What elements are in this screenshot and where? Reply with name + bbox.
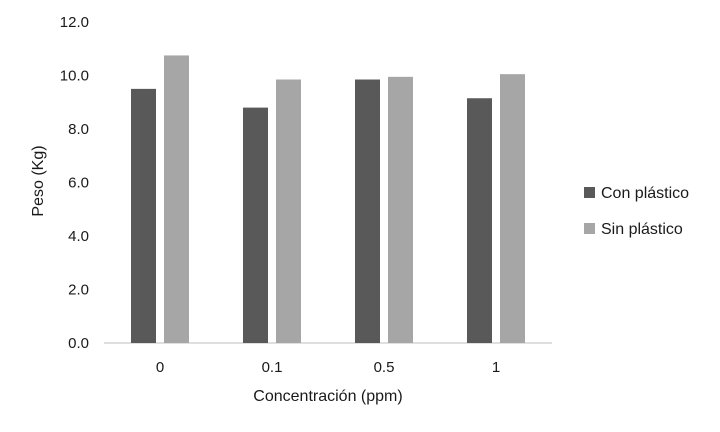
y-tick-label: 4.0 (68, 228, 89, 245)
x-axis-ticks: 0 0.1 0.5 1 (156, 359, 500, 376)
legend-swatch (584, 187, 595, 198)
bar-sin-plastico-2 (388, 76, 413, 344)
y-tick-label: 8.0 (68, 121, 89, 138)
bar-con-plastico-3 (467, 98, 492, 343)
bar-sin-plastico-1 (276, 79, 301, 343)
x-tick-label: 1 (492, 359, 500, 376)
x-tick-label: 0.1 (262, 359, 283, 376)
legend: Con plástico Sin plástico (584, 185, 689, 238)
y-tick-label: 12.0 (60, 14, 89, 31)
bar-sin-plastico-3 (500, 74, 525, 343)
bar-sin-plastico-0 (164, 55, 189, 343)
legend-swatch (584, 223, 595, 234)
bar-con-plastico-2 (355, 79, 380, 343)
x-tick-label: 0 (156, 359, 164, 376)
y-tick-label: 0.0 (68, 335, 89, 352)
y-tick-label: 6.0 (68, 175, 89, 192)
x-axis-title: Concentración (ppm) (253, 388, 402, 405)
y-axis-ticks: 0.0 2.0 4.0 6.0 8.0 10.0 12.0 (60, 14, 89, 352)
y-axis-title: Peso (Kg) (30, 145, 47, 216)
bar-con-plastico-1 (243, 107, 268, 343)
legend-label: Sin plástico (601, 221, 683, 238)
y-tick-label: 10.0 (60, 68, 89, 85)
bars (131, 55, 525, 344)
bar-con-plastico-0 (131, 88, 156, 343)
x-tick-label: 0.5 (374, 359, 395, 376)
legend-label: Con plástico (601, 185, 689, 202)
y-tick-label: 2.0 (68, 282, 89, 299)
